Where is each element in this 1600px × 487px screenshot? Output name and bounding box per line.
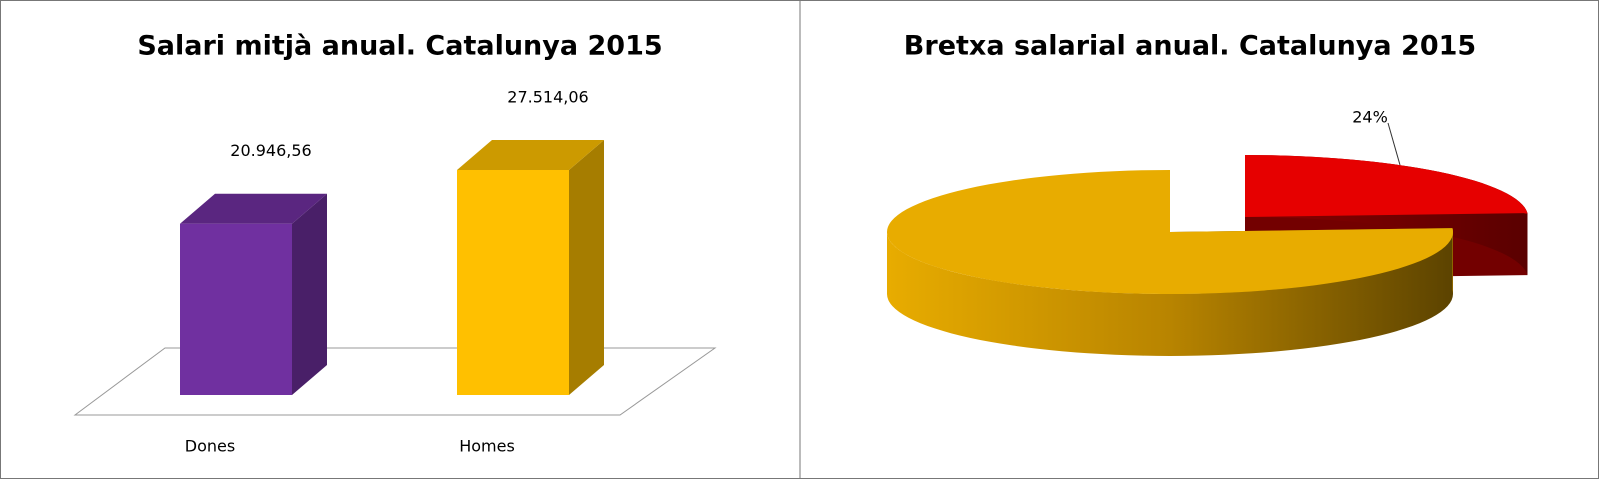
bar-side [292, 193, 327, 395]
x-tick-label: Homes [459, 437, 515, 456]
chart-title: Salari mitjà anual. Catalunya 2015 [137, 31, 662, 62]
data-label: 27.514,06 [507, 88, 588, 107]
floor [73, 347, 717, 416]
bar-side [569, 140, 604, 395]
bar-top [457, 140, 604, 170]
data-label: 24% [1352, 108, 1388, 127]
x-tick-label: Dones [185, 437, 235, 456]
data-label: 20.946,56 [230, 141, 311, 160]
bar [457, 170, 569, 395]
pie-slice [1245, 155, 1528, 217]
slice-side [1452, 228, 1453, 294]
pie-slice [886, 170, 1453, 295]
chart-title: Bretxa salarial anual. Catalunya 2015 [904, 31, 1476, 62]
leader-line [1387, 122, 1401, 166]
bar [180, 223, 292, 395]
bar-top [180, 193, 327, 224]
